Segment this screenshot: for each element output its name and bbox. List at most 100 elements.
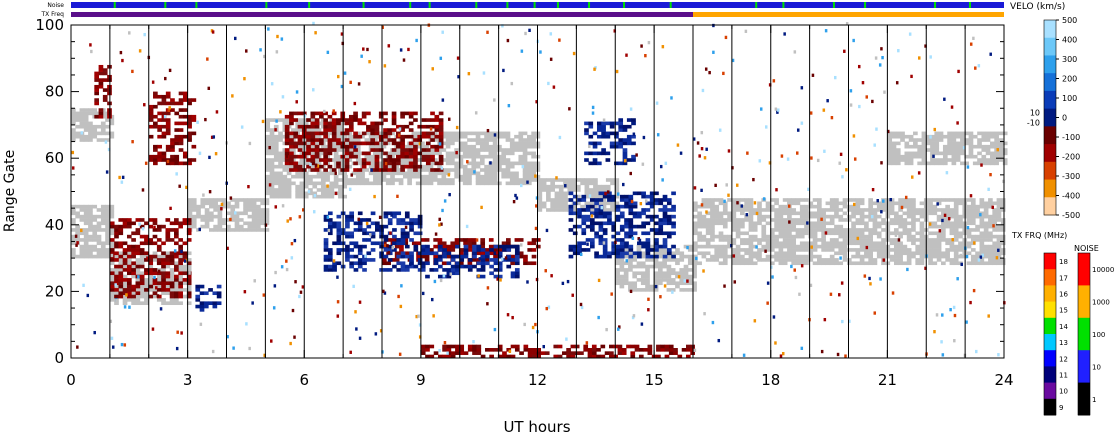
echo-cell (182, 254, 188, 259)
echo-cell (727, 214, 732, 219)
echo-cell (577, 251, 582, 256)
echo-cell (357, 211, 363, 216)
echo-cell (913, 144, 918, 149)
echo-cell (983, 251, 989, 256)
echo-cell (284, 138, 290, 142)
echo-cell (799, 198, 805, 202)
echo-cell (413, 221, 419, 226)
echo-cell (153, 104, 158, 109)
txfreq-bar-label: TX Freq (40, 11, 64, 18)
echo-cell (626, 141, 632, 146)
echo-cell (327, 164, 333, 169)
echo-cell (182, 221, 188, 226)
echo-cell (165, 264, 171, 269)
echo-cell (778, 241, 784, 246)
echo-cell (632, 224, 638, 229)
echo-cell (701, 204, 707, 209)
echo-cell (505, 151, 511, 156)
echo-cell (872, 218, 878, 222)
echo-cell (377, 144, 383, 149)
echo-cell (908, 151, 914, 156)
echo-cell (624, 251, 629, 256)
echo-cell (383, 254, 389, 259)
echo-cell (791, 251, 797, 256)
echo-cell (514, 134, 519, 139)
echo-cell (165, 261, 171, 266)
noise-mark-19 (934, 2, 937, 8)
echo-cell (374, 154, 380, 159)
echo-cell (588, 181, 594, 186)
echo-cell (196, 208, 201, 212)
echo-cell (748, 251, 754, 256)
echo-cell (778, 231, 784, 236)
echo-cell (191, 118, 197, 122)
echo-cell (658, 221, 664, 226)
echo-cell (463, 264, 469, 269)
echo-cell (631, 141, 636, 146)
sparse-echo (874, 56, 878, 60)
echo-cell (344, 158, 350, 162)
echo-cell (114, 264, 119, 269)
echo-cell (774, 241, 779, 246)
echo-cell (377, 151, 383, 156)
echo-cell (118, 264, 124, 269)
echo-cell (178, 101, 184, 106)
sparse-echo (966, 225, 970, 230)
echo-cell (299, 144, 305, 149)
echo-cell (893, 214, 899, 219)
echo-cell (126, 284, 132, 289)
echo-cell (96, 251, 102, 256)
echo-cell (731, 208, 737, 212)
echo-cell (744, 248, 749, 252)
echo-cell (902, 261, 908, 266)
echo-cell (98, 114, 104, 119)
echo-cell (92, 238, 98, 242)
echo-cell (693, 224, 698, 229)
echo-cell (345, 251, 350, 256)
echo-cell (536, 348, 542, 352)
echo-cell (88, 228, 93, 232)
echo-cell (791, 241, 797, 246)
echo-cell (615, 254, 621, 259)
echo-cell (958, 214, 963, 219)
echo-cell (368, 134, 374, 139)
echo-cell (216, 291, 222, 296)
echo-cell (611, 224, 617, 229)
echo-cell (936, 258, 942, 262)
echo-cell (859, 228, 865, 232)
echo-cell (558, 184, 564, 189)
echo-cell (769, 238, 775, 242)
echo-cell (343, 178, 348, 182)
echo-cell (273, 174, 279, 179)
echo-cell (178, 128, 184, 132)
sparse-echo (262, 293, 266, 297)
echo-cell (458, 261, 464, 266)
sparse-echo (94, 205, 97, 209)
echo-cell (71, 234, 76, 239)
echo-cell (1000, 228, 1006, 232)
echo-cell (594, 201, 599, 206)
echo-cell (671, 204, 676, 209)
echo-cell (992, 241, 998, 246)
echo-cell (450, 158, 455, 162)
echo-cell (506, 248, 512, 252)
echo-cell (761, 234, 767, 239)
echo-cell (637, 224, 642, 229)
echo-cell (601, 151, 606, 156)
echo-cell (409, 251, 414, 256)
echo-cell (623, 281, 629, 286)
echo-cell (186, 294, 192, 299)
noise-bar (71, 2, 1004, 8)
echo-cell (787, 201, 792, 206)
echo-cell (408, 154, 414, 159)
echo-cell (859, 211, 865, 216)
echo-cell (156, 261, 162, 266)
echo-cell (256, 211, 261, 216)
echo-cell (416, 254, 421, 259)
echo-cell (557, 344, 563, 349)
echo-cell (928, 254, 933, 259)
echo-cell (722, 208, 728, 212)
echo-cell (178, 284, 183, 289)
echo-cell (488, 138, 494, 142)
echo-cell (1000, 221, 1006, 226)
